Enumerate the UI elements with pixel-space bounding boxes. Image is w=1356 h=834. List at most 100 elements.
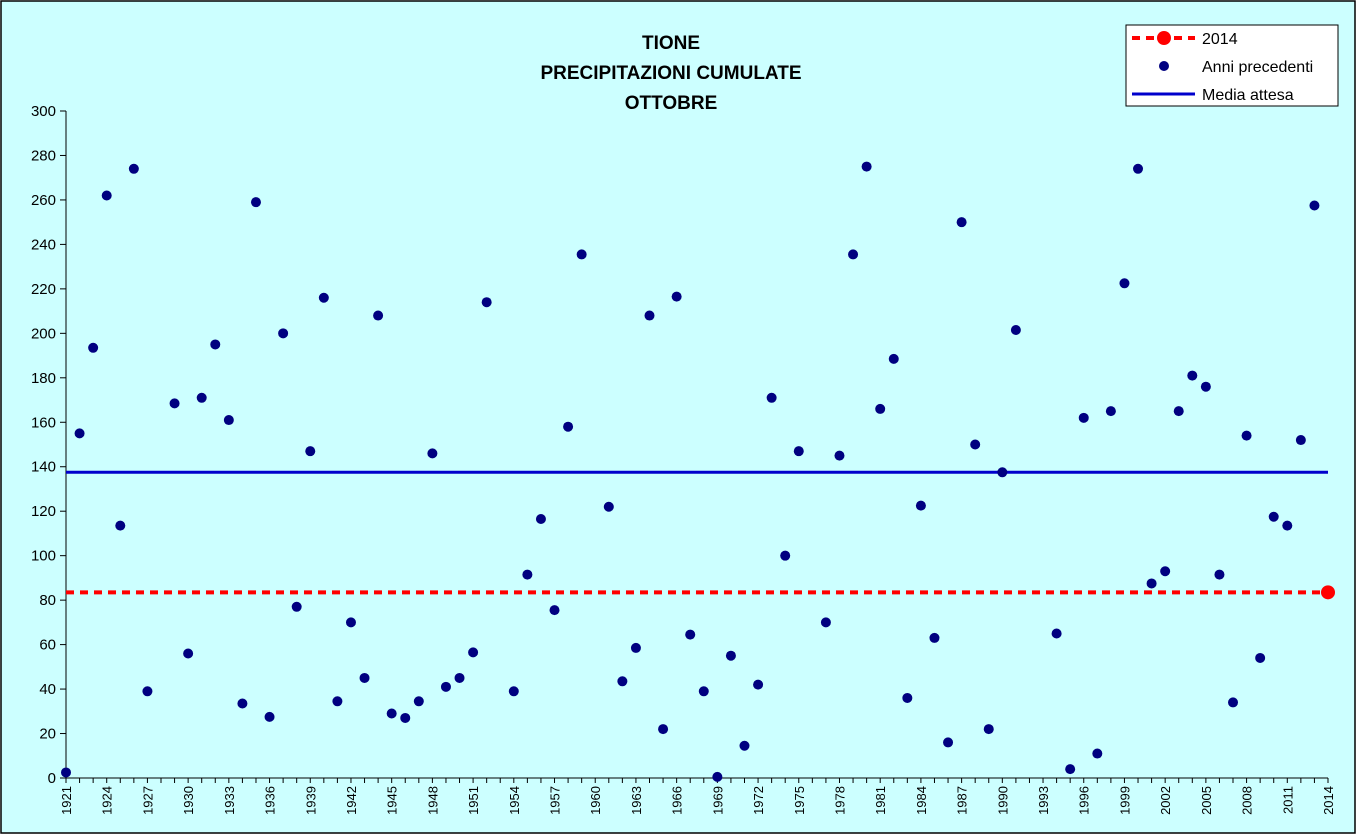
y-tick-label: 180	[31, 370, 56, 387]
x-tick-label: 1960	[588, 786, 603, 815]
y-tick-label: 300	[31, 103, 56, 120]
x-tick-label: 1930	[181, 786, 196, 815]
data-point-previous-year	[793, 446, 804, 457]
x-tick-label: 1924	[100, 786, 115, 815]
data-point-previous-year	[183, 648, 194, 659]
data-point-previous-year	[1065, 764, 1076, 775]
title-line-3: OTTOBRE	[625, 93, 718, 114]
data-point-previous-year	[74, 428, 85, 439]
x-tick-label: 1957	[548, 786, 563, 815]
data-point-previous-year	[345, 617, 356, 628]
data-point-previous-year	[820, 617, 831, 628]
axes: 0 20 40 60 80 100 120 140 160 180 200 220 240 260 280 3…	[31, 103, 1336, 815]
data-point-previous-year	[1051, 628, 1062, 639]
data-point-previous-year	[1146, 578, 1157, 589]
y-tick-label: 160	[31, 414, 56, 431]
data-point-previous-year	[753, 679, 764, 690]
x-tick-label: 1951	[466, 786, 481, 815]
x-tick-label: 1999	[1117, 786, 1132, 815]
data-point-previous-year	[902, 692, 913, 703]
data-point-previous-year	[1119, 278, 1130, 289]
data-point-previous-year	[698, 686, 709, 697]
data-point-previous-year	[481, 297, 492, 308]
y-tick-label: 200	[31, 325, 56, 342]
data-point-previous-year	[1214, 569, 1225, 580]
data-point-previous-year	[522, 569, 533, 580]
data-point-previous-year	[61, 767, 71, 778]
data-point-previous-year	[115, 520, 126, 531]
data-point-previous-year	[603, 501, 614, 512]
title-line-1: TIONE	[642, 33, 700, 54]
data-point-previous-year	[712, 771, 723, 782]
data-point-previous-year	[264, 711, 275, 722]
data-point-previous-year	[386, 708, 397, 719]
data-point-previous-year	[766, 392, 777, 403]
x-tick-label: 1945	[385, 786, 400, 815]
y-tick-label: 60	[39, 637, 56, 654]
data-point-previous-year	[1268, 511, 1279, 522]
x-tick-label: 1996	[1077, 786, 1092, 815]
data-point-previous-year	[983, 724, 994, 735]
x-tick-label: 1969	[710, 786, 725, 815]
data-point-previous-year	[848, 249, 859, 260]
data-point-previous-year	[237, 698, 248, 709]
data-point-previous-year	[318, 292, 329, 303]
data-point-previous-year	[563, 421, 574, 432]
legend-2014-marker	[1157, 31, 1171, 45]
data-point-previous-year	[427, 448, 438, 459]
x-tick-label: 1936	[263, 786, 278, 815]
data-point-previous-year	[468, 647, 479, 658]
data-point-previous-year	[685, 629, 696, 640]
y-tick-label: 220	[31, 281, 56, 298]
data-point-previous-year	[1105, 406, 1116, 417]
x-tick-label: 1981	[873, 786, 888, 815]
chart-title: TIONE PRECIPITAZIONI CUMULATE OTTOBRE	[540, 33, 801, 114]
x-tick-label: 1921	[59, 786, 74, 815]
x-tick-label: 1990	[995, 786, 1010, 815]
x-tick-label: 1984	[914, 786, 929, 815]
data-point-previous-year	[535, 513, 546, 524]
data-point-previous-year	[332, 696, 343, 707]
data-point-previous-year	[142, 686, 153, 697]
x-tick-label: 1942	[344, 786, 359, 815]
data-point-previous-year	[278, 328, 289, 339]
data-point-previous-year	[861, 161, 872, 172]
data-point-previous-year	[875, 403, 886, 414]
x-tick-label: 1975	[792, 786, 807, 815]
data-point-previous-year	[1010, 324, 1021, 335]
data-point-previous-year	[508, 686, 519, 697]
data-point-previous-year	[658, 724, 669, 735]
legend-2014-label: 2014	[1202, 31, 1238, 48]
chart-marks	[61, 161, 1335, 782]
data-point-previous-year	[101, 190, 112, 201]
title-line-2: PRECIPITAZIONI CUMULATE	[540, 63, 801, 84]
x-tick-label: 2014	[1321, 786, 1336, 815]
data-point-previous-year	[454, 672, 465, 683]
x-tick-label: 1963	[629, 786, 644, 815]
data-point-2014	[1321, 585, 1335, 600]
legend-previous-years-label: Anni precedenti	[1202, 59, 1313, 76]
data-point-previous-year	[1241, 430, 1252, 441]
data-point-previous-year	[169, 398, 180, 409]
data-point-previous-year	[413, 696, 424, 707]
legend-previous-years-marker	[1159, 61, 1169, 71]
data-point-previous-year	[1133, 163, 1144, 174]
x-tick-label: 1954	[507, 786, 522, 815]
data-point-previous-year	[671, 291, 682, 302]
data-point-previous-year	[1173, 406, 1184, 417]
legend-mean-label: Media attesa	[1202, 87, 1294, 104]
data-point-previous-year	[291, 601, 302, 612]
data-point-previous-year	[1255, 652, 1266, 663]
data-point-previous-year	[739, 740, 750, 751]
y-tick-label: 40	[39, 681, 56, 698]
x-tick-label: 1933	[222, 786, 237, 815]
data-point-previous-year	[630, 642, 641, 653]
data-point-previous-year	[128, 163, 139, 174]
x-tick-label: 2005	[1199, 786, 1214, 815]
x-tick-label: 1987	[955, 786, 970, 815]
data-point-previous-year	[970, 439, 981, 450]
y-tick-label: 260	[31, 192, 56, 209]
